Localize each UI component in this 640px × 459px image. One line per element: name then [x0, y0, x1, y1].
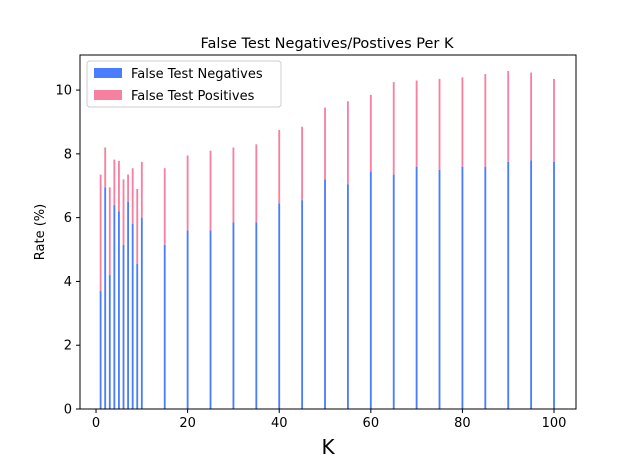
bar-negatives-k80 [461, 166, 464, 409]
legend: False Test Negatives False Test Positive… [86, 60, 282, 108]
bar-negatives-k35 [255, 222, 258, 409]
x-axis-label: K [321, 435, 335, 459]
bar-positives-k95 [530, 72, 533, 161]
bar-positives-k4 [113, 159, 116, 205]
bar-positives-k40 [278, 129, 281, 204]
bar-positives-k25 [209, 150, 212, 231]
bar-negatives-k1 [99, 291, 102, 409]
bar-positives-k80 [461, 77, 464, 167]
y-tick-label: 0 [64, 403, 72, 418]
y-tick-label: 8 [64, 147, 72, 162]
bar-negatives-k20 [186, 230, 189, 409]
bar-negatives-k10 [140, 217, 143, 409]
bar-negatives-k60 [369, 171, 372, 409]
y-tick-label: 6 [64, 211, 72, 226]
bar-positives-k35 [255, 144, 258, 223]
bar-positives-k45 [301, 126, 304, 201]
bar-negatives-k55 [347, 184, 349, 409]
bar-negatives-k75 [438, 169, 441, 409]
bar-negatives-k8 [131, 224, 134, 409]
bar-positives-k100 [553, 78, 555, 162]
bar-positives-k9 [136, 188, 139, 264]
bar-negatives-k9 [136, 263, 139, 409]
bar-positives-k7 [127, 174, 130, 202]
x-tick-label: 60 [363, 416, 380, 431]
bar-negatives-k100 [553, 161, 555, 409]
x-tick-label: 40 [271, 416, 288, 431]
legend-swatch-positives [94, 90, 122, 100]
bar-positives-k3 [108, 187, 111, 276]
bar-positives-k70 [415, 80, 418, 167]
bar-positives-k65 [392, 82, 395, 175]
y-tick-label: 4 [64, 275, 72, 290]
plot-frame [79, 54, 577, 410]
bar-positives-k10 [140, 161, 143, 218]
bar-positives-k1 [99, 174, 102, 291]
bar-negatives-k15 [163, 244, 166, 409]
bar-positives-k75 [438, 78, 441, 170]
bar-negatives-k50 [324, 179, 326, 409]
bar-negatives-k40 [278, 203, 281, 409]
bar-positives-k8 [131, 168, 134, 225]
bar-positives-k15 [163, 168, 166, 245]
y-tick-label: 10 [55, 84, 72, 99]
bar-positives-k55 [347, 101, 349, 185]
bar-negatives-k90 [507, 161, 510, 409]
bar-negatives-k2 [104, 187, 107, 409]
bar-positives-k60 [369, 94, 372, 172]
bar-positives-k85 [484, 74, 487, 167]
bar-negatives-k4 [113, 204, 116, 409]
bar-negatives-k95 [530, 160, 533, 409]
chart-title: False Test Negatives/Postives Per K [201, 36, 454, 52]
bar-negatives-k70 [415, 166, 418, 409]
y-tick-label: 2 [64, 339, 72, 354]
bar-positives-k90 [507, 70, 510, 162]
legend-label-negatives: False Test Negatives [131, 67, 263, 82]
y-axis-label: Rate (%) [33, 204, 48, 260]
bar-negatives-k6 [122, 244, 125, 409]
bars [99, 70, 555, 409]
bar-positives-k30 [232, 147, 235, 223]
x-axis-ticks: 0 20 40 60 80 100 [92, 409, 567, 431]
x-tick-label: 0 [92, 416, 100, 431]
legend-swatch-negatives [94, 68, 122, 78]
x-tick-label: 100 [542, 416, 567, 431]
bar-negatives-k45 [301, 200, 304, 409]
bar-negatives-k25 [209, 230, 212, 409]
bar-negatives-k85 [484, 166, 487, 409]
bar-negatives-k3 [108, 275, 111, 409]
legend-label-positives: False Test Positives [131, 89, 255, 104]
bar-positives-k2 [104, 147, 107, 188]
x-tick-label: 20 [179, 416, 196, 431]
bar-positives-k50 [324, 107, 326, 180]
bar-negatives-k7 [127, 201, 130, 409]
bar-positives-k5 [118, 160, 120, 212]
bar-positives-k20 [186, 155, 189, 231]
bar-negatives-k65 [392, 174, 395, 409]
y-axis-ticks: 0 2 4 6 8 10 [55, 84, 80, 418]
bar-positives-k6 [122, 179, 125, 245]
bar-negatives-k30 [232, 222, 235, 409]
x-tick-label: 80 [454, 416, 471, 431]
legend-box [86, 60, 282, 108]
bar-negatives-k5 [118, 211, 120, 409]
